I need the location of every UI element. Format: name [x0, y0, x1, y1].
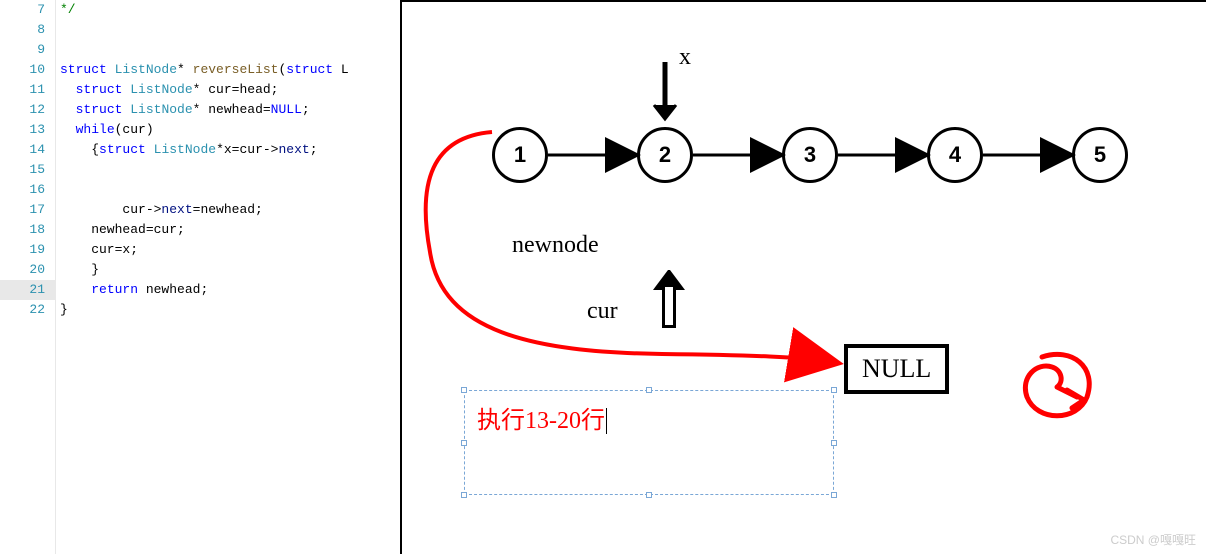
code-line[interactable]	[60, 40, 400, 60]
code-line[interactable]: while(cur)	[60, 120, 400, 140]
code-line[interactable]: {struct ListNode*x=cur->next;	[60, 140, 400, 160]
line-number: 10	[0, 60, 55, 80]
code-line[interactable]	[60, 180, 400, 200]
code-area[interactable]: */struct ListNode* reverseList(struct L …	[60, 0, 400, 320]
code-line[interactable]: */	[60, 0, 400, 20]
line-number: 14	[0, 140, 55, 160]
code-line[interactable]: cur=x;	[60, 240, 400, 260]
code-line[interactable]: }	[60, 260, 400, 280]
exec-text[interactable]: 执行13-20行	[477, 400, 613, 435]
line-number: 12	[0, 100, 55, 120]
exec-text-content: 执行13-20行	[477, 408, 605, 434]
line-number: 13	[0, 120, 55, 140]
line-number: 16	[0, 180, 55, 200]
watermark: CSDN @嘎嘎旺	[1110, 531, 1196, 548]
line-number: 18	[0, 220, 55, 240]
line-number: 20	[0, 260, 55, 280]
line-number: 17	[0, 200, 55, 220]
null-box: NULL	[844, 344, 949, 394]
code-line[interactable]	[60, 160, 400, 180]
code-line[interactable]	[60, 20, 400, 40]
code-line[interactable]: struct ListNode* newhead=NULL;	[60, 100, 400, 120]
code-line[interactable]: cur->next=newhead;	[60, 200, 400, 220]
diagram-pane: x 12345 newnode cur NULL	[400, 0, 1206, 554]
line-number: 9	[0, 40, 55, 60]
code-line[interactable]: }	[60, 300, 400, 320]
line-number-gutter: 78910111213141516171819202122	[0, 0, 56, 554]
code-line[interactable]: struct ListNode* cur=head;	[60, 80, 400, 100]
line-number: 7	[0, 0, 55, 20]
code-line[interactable]: newhead=cur;	[60, 220, 400, 240]
line-number: 19	[0, 240, 55, 260]
code-editor-pane: 78910111213141516171819202122 */ struct L…	[0, 0, 400, 554]
line-number: 22	[0, 300, 55, 320]
code-line[interactable]: return newhead;	[60, 280, 400, 300]
line-number: 11	[0, 80, 55, 100]
line-number: 15	[0, 160, 55, 180]
line-number: 21	[0, 280, 55, 300]
code-line[interactable]: struct ListNode* reverseList(struct L	[60, 60, 400, 80]
line-number: 8	[0, 20, 55, 40]
red-scribble	[1002, 342, 1112, 432]
